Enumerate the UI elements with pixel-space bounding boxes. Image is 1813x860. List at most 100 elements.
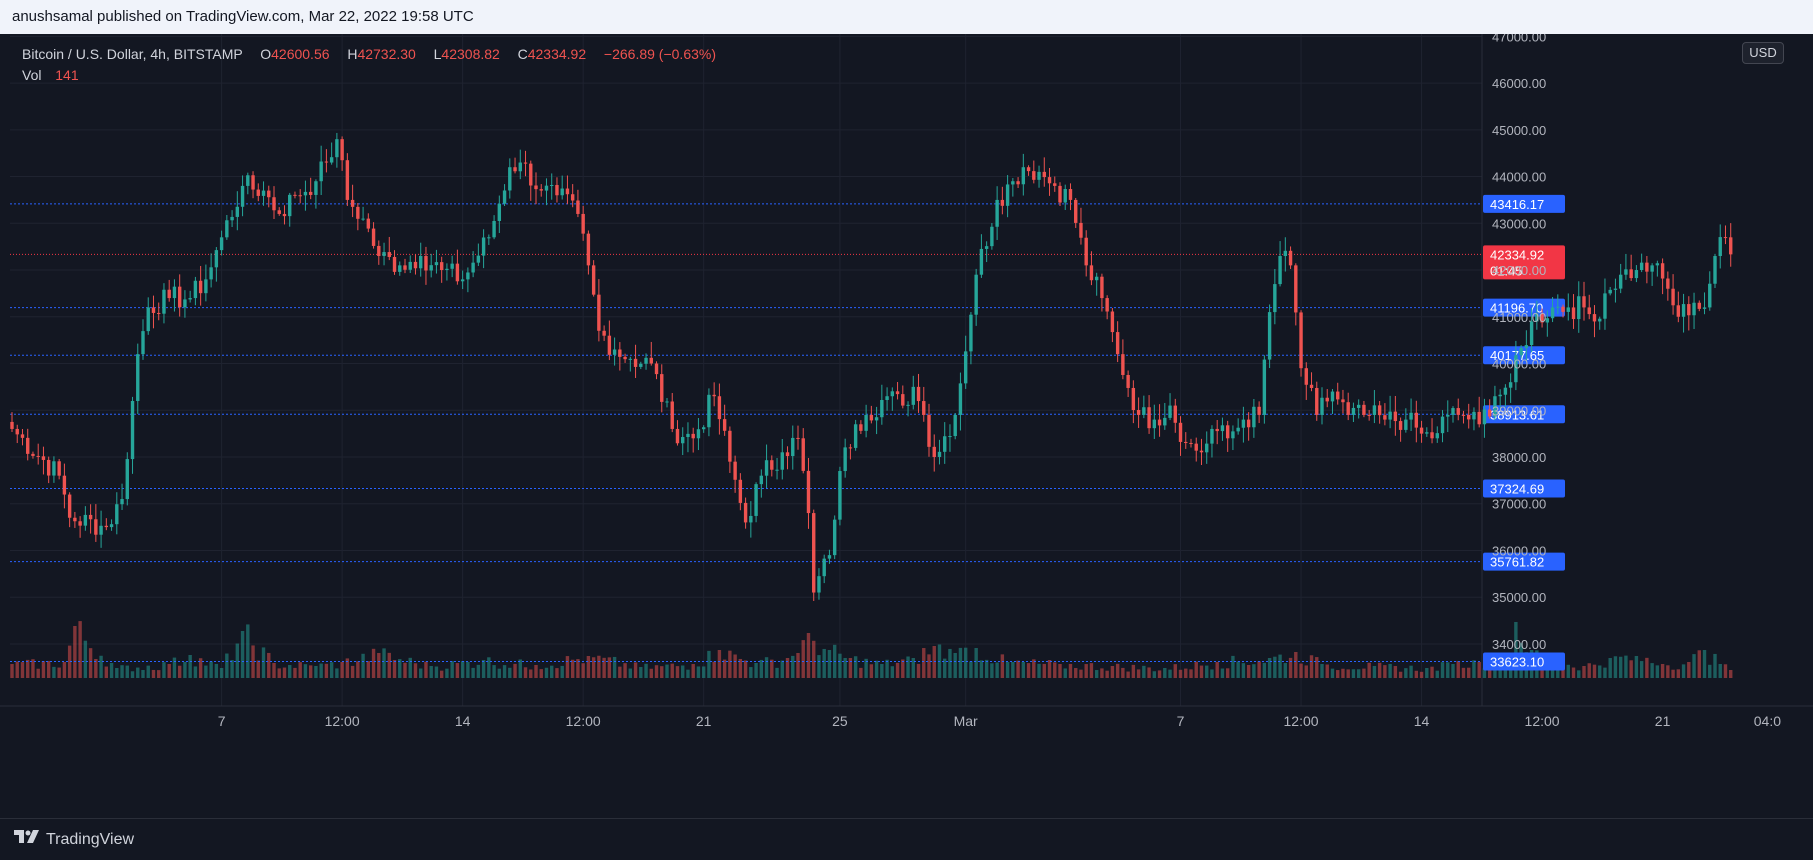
volume-bar	[408, 657, 412, 678]
volume-bar	[1126, 671, 1130, 678]
price-chart[interactable]: 43416.1741196.7040177.6538913.6137324.69…	[0, 34, 1813, 818]
candle-body	[670, 401, 674, 429]
volume-bar	[99, 655, 103, 678]
candle-body	[1362, 404, 1366, 415]
volume-bar	[1414, 670, 1419, 678]
volume-bar	[1356, 669, 1361, 678]
candle-body	[1068, 189, 1073, 200]
level-badge-label: 37324.69	[1490, 482, 1544, 497]
candle-body	[958, 383, 963, 415]
level-badge-label: 33623.10	[1490, 655, 1544, 670]
ohlc-legend: Bitcoin / U.S. Dollar, 4h, BITSTAMP O426…	[22, 44, 716, 86]
candle-body	[1613, 288, 1618, 290]
volume-bar	[979, 660, 984, 678]
volume-bar	[785, 658, 790, 678]
candle-body	[1676, 305, 1681, 317]
candle-body	[1383, 415, 1387, 420]
candle-body	[1723, 237, 1728, 239]
volume-bar	[822, 648, 826, 678]
legend-symbol[interactable]: Bitcoin / U.S. Dollar, 4h, BITSTAMP	[22, 46, 243, 62]
volume-bar	[1587, 663, 1591, 678]
volume-bar	[1157, 670, 1162, 678]
level-badge	[1483, 552, 1565, 571]
volume-bar	[1467, 667, 1471, 678]
candle-body	[303, 191, 308, 196]
volume-bar	[1639, 661, 1644, 678]
candle-body	[1168, 405, 1172, 418]
candle-body	[901, 394, 905, 406]
candle-body	[544, 185, 549, 191]
candle-body	[361, 218, 365, 220]
tradingview-brand[interactable]: TradingView	[14, 829, 134, 850]
candle-body	[1346, 402, 1350, 415]
volume-bar	[1089, 663, 1094, 678]
candle-body	[1493, 396, 1497, 417]
volume-bar	[1241, 663, 1246, 678]
candle-body	[1608, 289, 1612, 294]
candle-body	[691, 433, 695, 439]
legend-volume-label[interactable]: Vol	[22, 67, 42, 83]
candle-body	[83, 514, 88, 526]
x-tick-label: 7	[1177, 713, 1185, 729]
x-tick-label: 12:00	[325, 713, 360, 729]
candle-body	[791, 437, 795, 457]
candle-body	[859, 424, 863, 431]
candle-body	[88, 514, 93, 520]
volume-bar	[722, 659, 727, 678]
candle-body	[188, 298, 192, 300]
volume-bar	[513, 663, 517, 678]
volume-bar	[1210, 669, 1214, 678]
candle-body	[183, 299, 187, 308]
volume-bar	[791, 655, 795, 678]
candle-body	[67, 494, 72, 518]
candle-body	[356, 206, 360, 219]
candle-body	[251, 175, 255, 190]
volume-bar	[1267, 658, 1272, 678]
candle-body	[1273, 284, 1277, 313]
candle-body	[728, 430, 732, 462]
currency-selector[interactable]: USD	[1742, 42, 1784, 64]
candle-body	[481, 237, 486, 256]
legend-high-value: 42732.30	[357, 46, 416, 62]
candle-body	[240, 185, 245, 207]
candle-body	[581, 213, 585, 234]
candle-body	[1320, 397, 1324, 415]
volume-bar	[387, 652, 391, 678]
volume-bar	[214, 663, 219, 678]
y-tick-label: 35000.00	[1492, 590, 1546, 605]
candle-body	[130, 400, 135, 460]
volume-bar	[1021, 661, 1026, 678]
candle-body	[502, 190, 507, 204]
x-tick-label: 04:0	[1754, 713, 1781, 729]
volume-bar	[812, 640, 816, 678]
volume-bar	[1393, 666, 1398, 678]
volume-bar	[738, 658, 743, 678]
candle-body	[722, 419, 727, 431]
volume-bar	[272, 663, 276, 678]
volume-bar	[177, 665, 182, 678]
candle-body	[141, 331, 145, 355]
candle-body	[288, 194, 292, 217]
candle-body	[497, 203, 502, 221]
candle-body	[853, 424, 858, 448]
candle-body	[78, 521, 82, 526]
volume-bar	[130, 671, 135, 678]
candle-body	[864, 414, 868, 431]
volume-bar	[1409, 665, 1413, 678]
candle-body	[518, 162, 522, 172]
volume-bar	[340, 662, 344, 678]
volume-bar	[1100, 668, 1104, 678]
candle-body	[1666, 278, 1670, 289]
candle-body	[508, 167, 512, 191]
candle-body	[1173, 405, 1177, 423]
volume-bar	[759, 659, 764, 678]
candle-body	[62, 475, 67, 495]
volume-bar	[1346, 669, 1350, 678]
candle-body	[398, 265, 402, 272]
candle-body	[1220, 425, 1225, 432]
volume-bar	[1053, 662, 1057, 678]
volume-bar	[591, 657, 596, 678]
candle-body	[209, 267, 213, 280]
candle-body	[57, 461, 61, 476]
candle-body	[335, 139, 339, 158]
